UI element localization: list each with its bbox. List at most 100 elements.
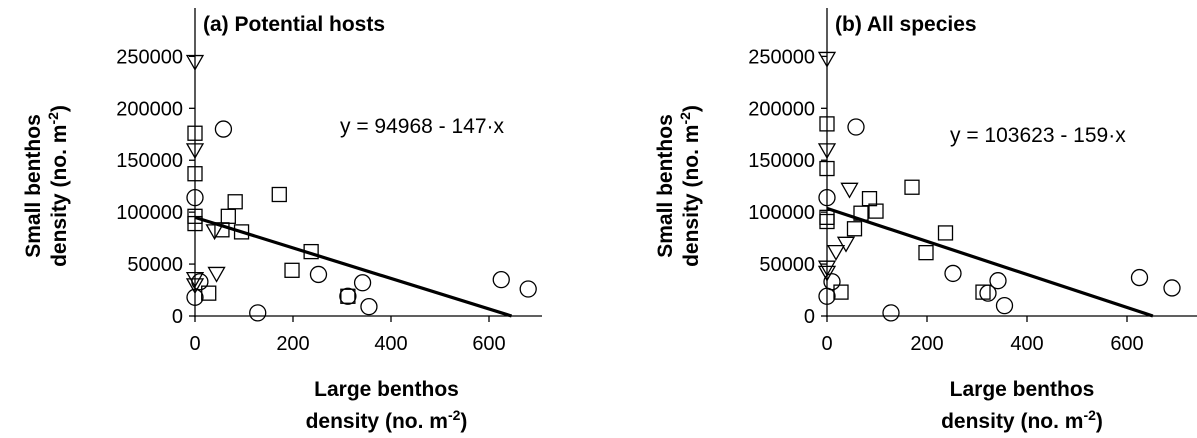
y-axis-title: Small benthos density (no. m-2) bbox=[654, 105, 703, 267]
data-point-square bbox=[340, 288, 356, 304]
data-point-square bbox=[868, 203, 884, 219]
x-axis-title-superscript: -2 bbox=[448, 407, 461, 423]
y-axis-title-paren: ) bbox=[48, 105, 71, 112]
data-point-square bbox=[918, 245, 934, 261]
chart-panel-b: 0 50000 100000 150000 200000 250000 0 200 400 600… bbox=[632, 0, 1197, 438]
data-point-square bbox=[819, 160, 835, 177]
y-tick-label: 50000 bbox=[759, 254, 815, 276]
data-point-square bbox=[819, 116, 835, 132]
x-tick-label: 600 bbox=[1110, 333, 1143, 355]
x-axis-title-superscript: -2 bbox=[1083, 407, 1096, 423]
data-point-circle bbox=[249, 304, 267, 322]
x-axis-title: Large benthos density (no. m-2) bbox=[306, 378, 468, 433]
y-axis-title-line2: density (no. m bbox=[48, 125, 71, 267]
y-axis-title-superscript: -2 bbox=[45, 112, 61, 125]
y-tick-label: 200000 bbox=[116, 98, 183, 120]
y-tick-label: 100000 bbox=[748, 202, 815, 224]
x-tick-label: 600 bbox=[472, 333, 505, 355]
data-point-circle bbox=[186, 288, 204, 306]
data-point-triangle bbox=[836, 236, 856, 253]
y-tick-label: 200000 bbox=[748, 98, 815, 120]
x-axis-title-line1: Large benthos bbox=[314, 378, 459, 401]
data-point-square bbox=[904, 179, 920, 195]
data-point-circle bbox=[995, 296, 1014, 315]
data-point-circle bbox=[360, 298, 378, 316]
data-point-circle bbox=[1130, 268, 1149, 287]
data-point-circle bbox=[882, 304, 900, 322]
data-point-square bbox=[937, 225, 954, 241]
data-point-circle bbox=[186, 188, 204, 207]
x-tick-label: 200 bbox=[276, 333, 309, 355]
chart-a-svg: 0 50000 100000 150000 200000 250000 0 200 400 600… bbox=[22, 8, 542, 433]
data-point-square bbox=[853, 205, 869, 221]
y-tick-label: 0 bbox=[172, 306, 183, 328]
y-tick-label: 50000 bbox=[127, 254, 183, 276]
data-point-triangle bbox=[840, 182, 859, 199]
data-point-circle bbox=[1163, 279, 1181, 297]
data-point-triangle bbox=[185, 54, 205, 71]
regression-line bbox=[826, 206, 1154, 318]
y-tick-label: 250000 bbox=[116, 46, 183, 68]
data-point-triangle bbox=[185, 143, 205, 160]
data-point-square bbox=[303, 243, 319, 260]
x-tick-label: 400 bbox=[374, 333, 407, 355]
data-point-triangle bbox=[817, 51, 837, 68]
chart-b-svg: 0 50000 100000 150000 200000 250000 0 200 400 600… bbox=[654, 8, 1197, 433]
x-tick-label: 0 bbox=[189, 333, 200, 355]
regression-equation: y = 103623 - 159·x bbox=[950, 124, 1126, 147]
y-axis-title-line1: Small benthos bbox=[654, 114, 677, 258]
x-axis-title-paren: ) bbox=[460, 410, 467, 433]
data-point-circle bbox=[339, 287, 357, 305]
data-point-triangle bbox=[207, 266, 226, 283]
data-point-triangle bbox=[185, 271, 205, 288]
data-point-circle bbox=[944, 264, 962, 283]
data-point-triangle bbox=[817, 260, 837, 277]
x-axis-title: Large benthos density (no. m-2) bbox=[941, 378, 1103, 433]
data-point-square bbox=[975, 284, 991, 300]
y-axis-title: Small benthos density (no. m-2) bbox=[22, 105, 71, 267]
data-point-triangle bbox=[826, 244, 846, 261]
chart-title: (b) All species bbox=[835, 13, 977, 36]
data-point-circle bbox=[823, 273, 841, 291]
x-tick-label: 400 bbox=[1010, 333, 1043, 355]
regression-line bbox=[194, 215, 513, 318]
data-point-square bbox=[271, 186, 287, 203]
x-axis-title-paren: ) bbox=[1096, 410, 1103, 433]
data-point-square bbox=[819, 213, 835, 230]
y-axis-title-paren: ) bbox=[680, 105, 703, 112]
y-axis-title-line1: Small benthos bbox=[22, 114, 45, 258]
data-point-square bbox=[220, 208, 236, 224]
y-axis-title-superscript: -2 bbox=[677, 112, 693, 125]
data-point-circle bbox=[519, 280, 537, 298]
y-tick-label: 150000 bbox=[748, 150, 815, 172]
y-tick-label: 150000 bbox=[116, 150, 183, 172]
data-point-triangle bbox=[205, 224, 224, 241]
x-tick-label: 0 bbox=[821, 333, 832, 355]
data-point-circle bbox=[818, 188, 836, 207]
data-point-triangle bbox=[817, 265, 837, 282]
data-point-circle bbox=[214, 120, 233, 138]
data-point-circle bbox=[191, 273, 209, 291]
data-point-square bbox=[187, 166, 203, 182]
data-point-square bbox=[201, 285, 217, 301]
data-point-square bbox=[846, 221, 863, 237]
y-tick-label: 0 bbox=[804, 306, 815, 328]
x-axis-title-line1: Large benthos bbox=[950, 378, 1095, 401]
data-point-square bbox=[227, 194, 243, 210]
data-point-square bbox=[187, 215, 203, 232]
data-point-square bbox=[284, 262, 300, 278]
data-point-circle bbox=[353, 274, 372, 292]
data-point-square bbox=[233, 224, 250, 240]
y-axis-title-line2: density (no. m bbox=[680, 125, 703, 267]
data-point-square bbox=[187, 125, 203, 141]
data-point-circle bbox=[847, 118, 865, 136]
regression-equation: y = 94968 - 147·x bbox=[340, 115, 505, 138]
y-tick-label: 100000 bbox=[116, 202, 183, 224]
data-point-circle bbox=[492, 271, 510, 289]
x-axis-title-line2: density (no. m bbox=[941, 410, 1083, 433]
chart-title: (a) Potential hosts bbox=[203, 13, 385, 36]
data-point-circle bbox=[989, 272, 1007, 290]
data-point-circle bbox=[309, 265, 328, 284]
data-point-triangle bbox=[817, 143, 837, 160]
data-point-square bbox=[833, 284, 849, 300]
